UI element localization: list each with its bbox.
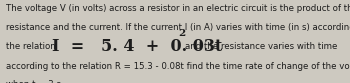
Text: The voltage V (in volts) across a resistor in an electric circuit is the product: The voltage V (in volts) across a resist… xyxy=(6,4,350,13)
Text: according to the relation R = 15.3 - 0.08t find the time rate of change of the v: according to the relation R = 15.3 - 0.0… xyxy=(6,62,350,71)
Text: resistance and the current. If the current I (in A) varies with time (in s) acco: resistance and the current. If the curre… xyxy=(6,23,350,32)
Text: 2: 2 xyxy=(178,29,186,38)
Text: I  =   5. 4  +  0. 03t: I = 5. 4 + 0. 03t xyxy=(52,38,222,55)
Text: when t = 3 s.: when t = 3 s. xyxy=(6,80,64,83)
Text: and the resistance varies with time: and the resistance varies with time xyxy=(185,42,337,51)
Text: the relation: the relation xyxy=(6,42,56,51)
